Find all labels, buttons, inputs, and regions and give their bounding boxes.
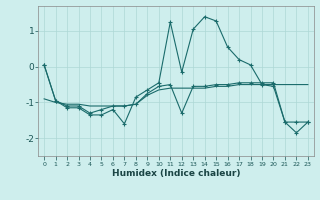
X-axis label: Humidex (Indice chaleur): Humidex (Indice chaleur) [112,169,240,178]
